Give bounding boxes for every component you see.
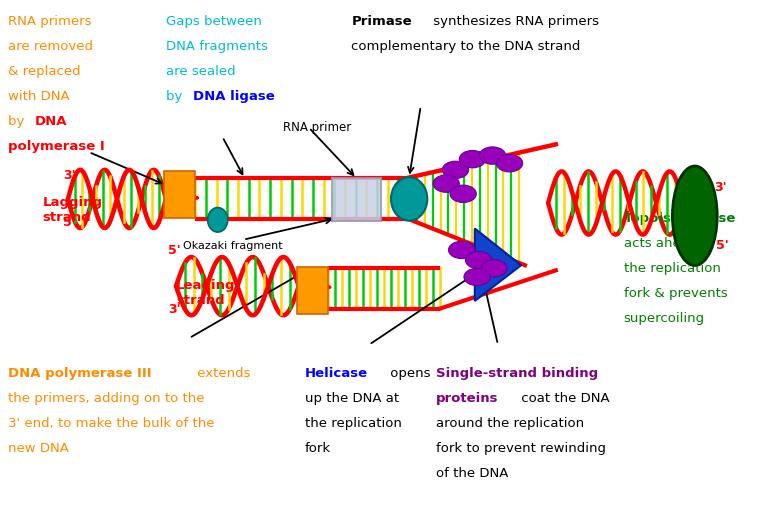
Text: opens: opens <box>387 366 431 379</box>
Polygon shape <box>475 229 521 301</box>
Text: supercoiling: supercoiling <box>624 311 705 324</box>
Ellipse shape <box>672 167 717 266</box>
Text: around the replication: around the replication <box>436 416 584 429</box>
Text: new DNA: new DNA <box>8 441 69 454</box>
Text: extends: extends <box>193 366 251 379</box>
Text: are sealed: are sealed <box>166 65 235 78</box>
Text: by: by <box>8 115 29 128</box>
Text: up the DNA at: up the DNA at <box>305 391 399 404</box>
Text: of the DNA: of the DNA <box>436 466 509 479</box>
Circle shape <box>479 148 506 165</box>
Text: Leading
strand: Leading strand <box>176 278 235 306</box>
FancyBboxPatch shape <box>297 267 328 314</box>
Text: Okazaki fragment: Okazaki fragment <box>183 241 283 251</box>
Circle shape <box>433 176 459 193</box>
Text: the primers, adding on to the: the primers, adding on to the <box>8 391 205 404</box>
Circle shape <box>464 269 490 286</box>
Text: fork & prevents: fork & prevents <box>624 286 727 299</box>
FancyBboxPatch shape <box>332 179 381 221</box>
Ellipse shape <box>391 178 428 221</box>
Text: DNA ligase: DNA ligase <box>192 90 274 103</box>
Circle shape <box>442 162 469 179</box>
Text: complementary to the DNA strand: complementary to the DNA strand <box>351 40 581 53</box>
Text: 5': 5' <box>63 216 76 229</box>
Text: proteins: proteins <box>436 391 499 404</box>
FancyBboxPatch shape <box>164 172 195 219</box>
Circle shape <box>496 155 523 173</box>
Text: fork to prevent rewinding: fork to prevent rewinding <box>436 441 606 454</box>
Text: RNA primer: RNA primer <box>283 121 350 134</box>
Text: polymerase I: polymerase I <box>8 140 104 153</box>
Circle shape <box>481 260 507 277</box>
Circle shape <box>450 186 476 203</box>
Text: the replication: the replication <box>624 261 720 274</box>
Text: Primase: Primase <box>351 15 412 28</box>
Circle shape <box>466 252 492 269</box>
Text: by: by <box>166 90 187 103</box>
Text: RNA primers: RNA primers <box>8 15 91 28</box>
Text: 3' end, to make the bulk of the: 3' end, to make the bulk of the <box>8 416 214 429</box>
Text: 5': 5' <box>168 244 181 257</box>
Text: Helicase: Helicase <box>305 366 368 379</box>
Text: DNA: DNA <box>34 115 67 128</box>
Text: the replication: the replication <box>305 416 401 429</box>
Text: 3': 3' <box>168 302 181 316</box>
Ellipse shape <box>208 208 228 233</box>
Text: are removed: are removed <box>8 40 93 53</box>
Text: Single-strand binding: Single-strand binding <box>436 366 598 379</box>
Circle shape <box>459 151 486 168</box>
Text: 3': 3' <box>714 181 726 194</box>
Text: coat the DNA: coat the DNA <box>516 391 609 404</box>
Text: synthesizes RNA primers: synthesizes RNA primers <box>429 15 600 28</box>
Circle shape <box>449 242 475 259</box>
Text: DNA polymerase III: DNA polymerase III <box>8 366 151 379</box>
Text: Gaps between: Gaps between <box>166 15 262 28</box>
Text: acts ahead of: acts ahead of <box>624 236 714 249</box>
Text: with DNA: with DNA <box>8 90 69 103</box>
Text: DNA fragments: DNA fragments <box>166 40 268 53</box>
Text: fork: fork <box>305 441 331 454</box>
Text: 5': 5' <box>716 239 729 252</box>
Text: 3': 3' <box>63 169 76 182</box>
Text: Topoisomerase: Topoisomerase <box>624 211 736 224</box>
Text: & replaced: & replaced <box>8 65 80 78</box>
Text: Lagging
strand: Lagging strand <box>42 196 103 224</box>
